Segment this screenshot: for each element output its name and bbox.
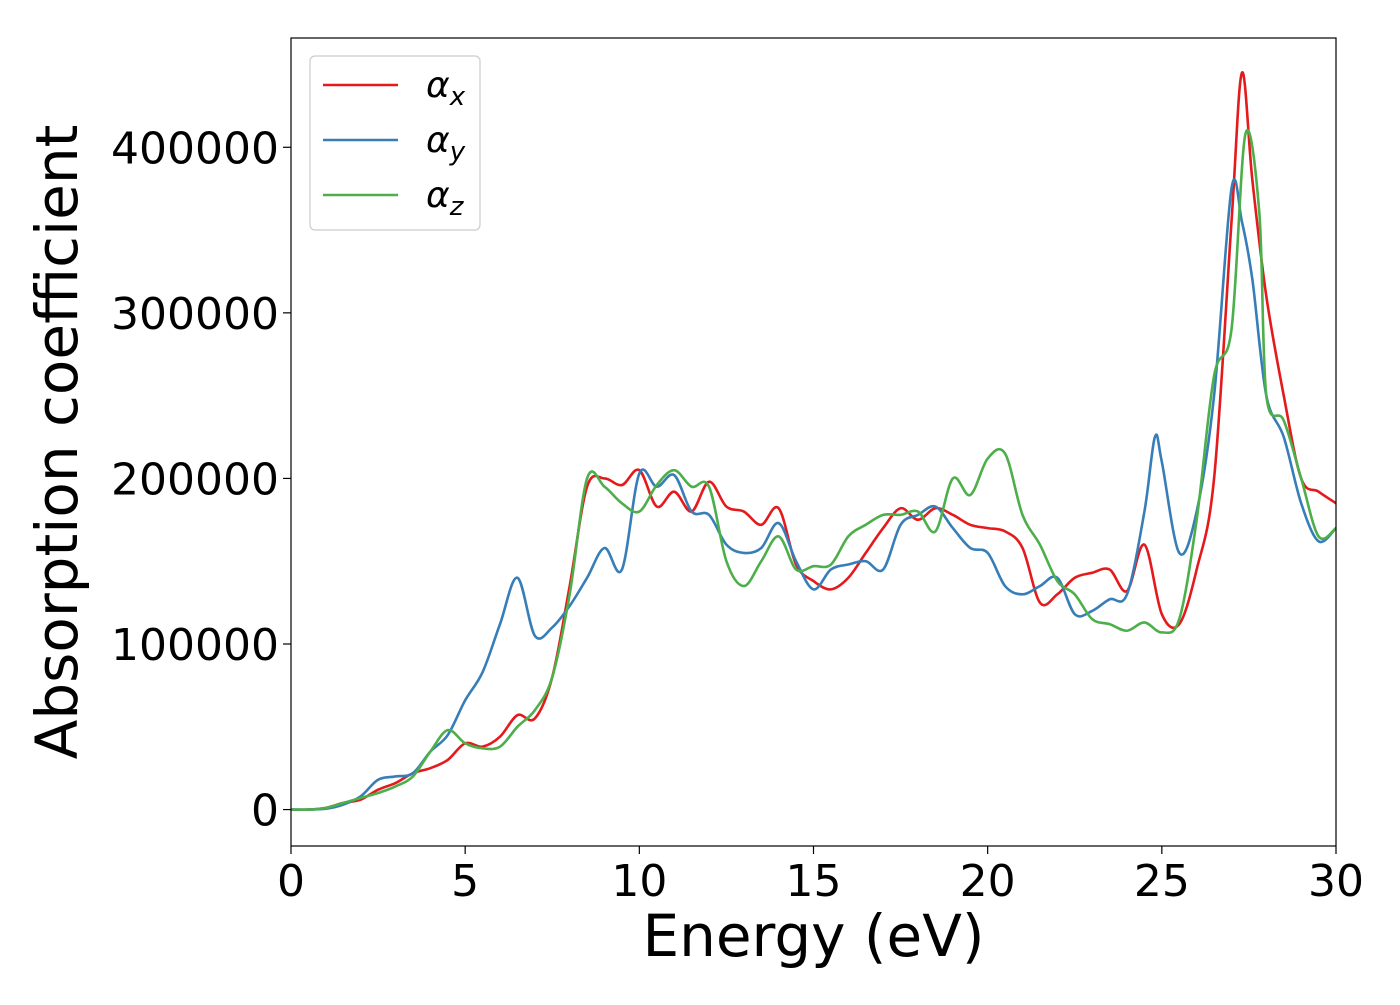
y-tick-label: 400000 [111,123,279,174]
legend-box [309,55,481,231]
x-axis-title: Energy (eV) [642,902,984,970]
legend-label-z: αz [426,175,465,222]
y-tick-label: 300000 [111,289,279,340]
x-tick-label: 15 [786,856,842,907]
x-tick-label: 25 [1134,856,1190,907]
x-tick-label: 10 [611,856,667,907]
y-tick-label: 0 [251,786,279,837]
series-line-y [291,178,1336,811]
x-tick-label: 20 [960,856,1016,907]
series-line-z [291,129,1336,811]
y-axis-title: Absorption coefficient [23,125,91,760]
legend-label-y: αy [426,120,466,167]
y-tick-label: 100000 [111,620,279,671]
legend: αx αy αz [309,55,481,231]
x-tick-label: 0 [277,856,305,907]
y-axis: 0 100000 200000 300000 400000 [111,123,291,837]
x-tick-label: 30 [1308,856,1364,907]
legend-label-x: αx [426,65,466,112]
series-line-x [291,71,1336,811]
series-layer [291,71,1336,811]
x-axis: 0 5 10 15 20 25 30 [277,846,1364,907]
x-tick-label: 5 [451,856,479,907]
y-tick-label: 200000 [111,454,279,505]
